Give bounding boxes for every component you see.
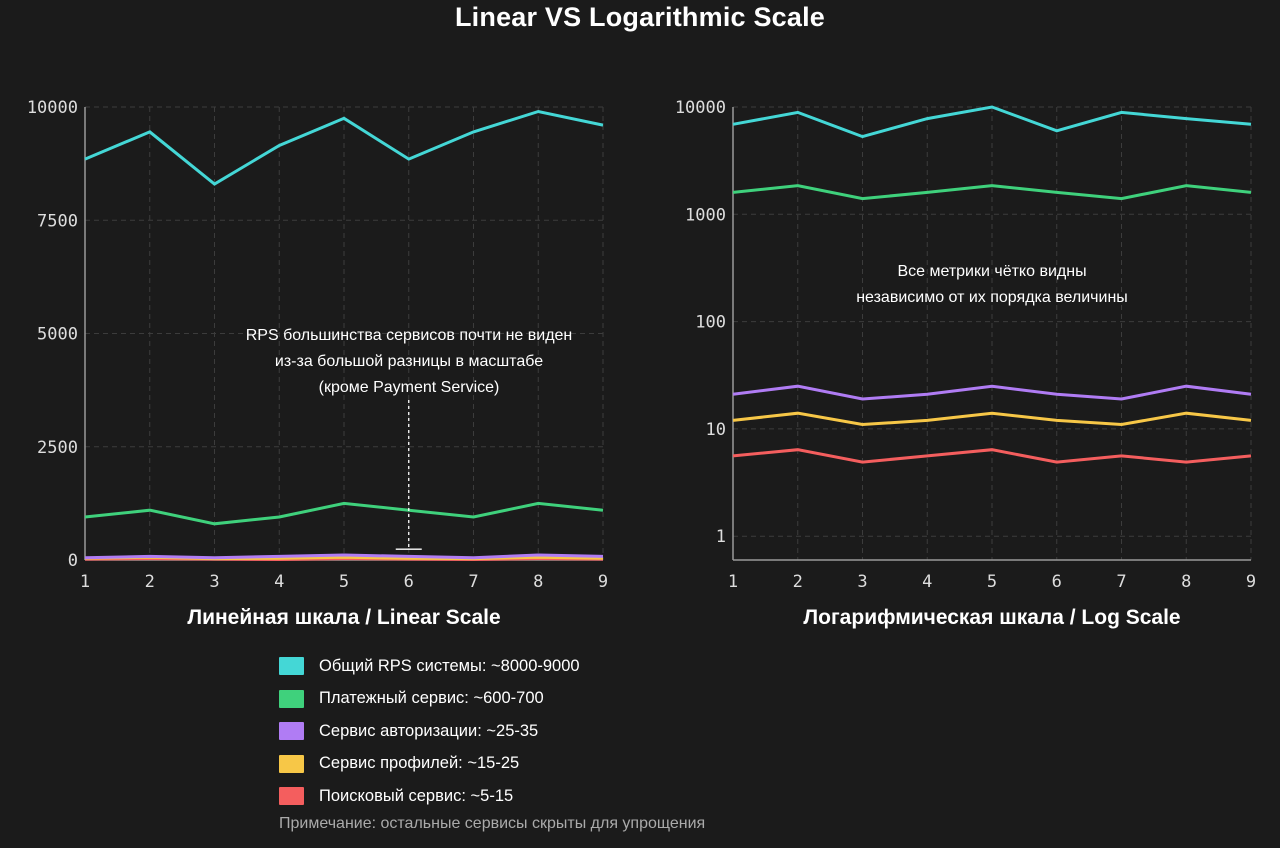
legend-item-auth: Сервис авторизации: ~25-35 bbox=[279, 715, 580, 748]
linear-xtick-label-5: 5 bbox=[339, 572, 349, 592]
legend-swatch-auth bbox=[279, 722, 304, 741]
log-xtick-label-4: 4 bbox=[922, 572, 932, 592]
log-xtick-label-2: 2 bbox=[793, 572, 803, 592]
linear-xtick-label-6: 6 bbox=[404, 572, 414, 592]
legend-swatch-total bbox=[279, 657, 304, 676]
log-series-search bbox=[732, 448, 1252, 464]
log-ytick-label-1000: 1000 bbox=[685, 205, 726, 225]
log-ytick-label-10000: 10000 bbox=[675, 98, 726, 118]
linear-chart: 0 2500 5000 7500 10000 1 2 3 4 5 6 7 8 9 Линейная шкал… bbox=[27, 98, 608, 629]
linear-ytick-label-5000: 5000 bbox=[37, 325, 78, 345]
linear-xtick-label-1: 1 bbox=[80, 572, 90, 592]
linear-ytick-label-2500: 2500 bbox=[37, 438, 78, 458]
linear-ytick-label-10000: 10000 bbox=[27, 98, 78, 118]
legend-swatch-search bbox=[279, 787, 304, 806]
linear-xtick-label-2: 2 bbox=[145, 572, 155, 592]
log-ytick-label-100: 100 bbox=[695, 313, 726, 333]
log-series-auth bbox=[732, 384, 1252, 401]
log-xtick-label-1: 1 bbox=[728, 572, 738, 592]
log-xtick-label-7: 7 bbox=[1116, 572, 1126, 592]
legend-swatch-profile bbox=[279, 754, 304, 773]
log-xtick-label-5: 5 bbox=[987, 572, 997, 592]
log-series-payment bbox=[732, 184, 1252, 201]
legend-label-total: Общий RPS системы: ~8000-9000 bbox=[319, 656, 580, 675]
legend-note: Примечание: остальные сервисы скрыты для… bbox=[279, 815, 706, 832]
legend-label-auth: Сервис авторизации: ~25-35 bbox=[319, 721, 539, 740]
linear-xtick-label-7: 7 bbox=[468, 572, 478, 592]
linear-series-total bbox=[84, 109, 604, 186]
log-ytick-label-10: 10 bbox=[706, 420, 726, 440]
legend-item-profile: Сервис профилей: ~15-25 bbox=[279, 748, 580, 781]
linear-xtick-label-4: 4 bbox=[274, 572, 284, 592]
log-series-total bbox=[732, 105, 1252, 139]
linear-annotation-line-2: из-за большой разницы в масштабе bbox=[275, 353, 543, 370]
legend-label-profile: Сервис профилей: ~15-25 bbox=[319, 754, 520, 773]
linear-xtick-label-3: 3 bbox=[209, 572, 219, 592]
log-xtick-label-9: 9 bbox=[1246, 572, 1256, 592]
log-ytick-label-1: 1 bbox=[716, 527, 726, 547]
linear-ytick-label-0: 0 bbox=[68, 551, 78, 571]
log-annotation-line-1: Все метрики чётко видны bbox=[897, 263, 1086, 280]
log-series-profile bbox=[732, 411, 1252, 427]
legend-item-total: Общий RPS системы: ~8000-9000 bbox=[279, 650, 580, 683]
linear-series-payment bbox=[84, 501, 604, 526]
linear-annotation-line-3: (кроме Payment Service) bbox=[319, 379, 500, 396]
log-chart: 1 10 100 1000 10000 1 2 3 4 5 6 7 8 9 Логарифмическая … bbox=[675, 98, 1256, 629]
main-title: Linear VS Logarithmic Scale bbox=[454, 2, 826, 32]
legend-label-payment: Платежный сервис: ~600-700 bbox=[319, 689, 544, 708]
linear-panel-title: Линейная шкала / Linear Scale bbox=[187, 606, 500, 629]
log-panel-title: Логарифмическая шкала / Log Scale bbox=[803, 606, 1180, 629]
legend-swatch-payment bbox=[279, 689, 304, 708]
log-xtick-label-8: 8 bbox=[1181, 572, 1191, 592]
legend-label-search: Поисковый сервис: ~5-15 bbox=[319, 786, 514, 805]
log-xtick-label-3: 3 bbox=[857, 572, 867, 592]
legend-item-payment: Платежный сервис: ~600-700 bbox=[279, 683, 580, 716]
legend: Общий RPS системы: ~8000-9000 Платежный … bbox=[279, 650, 580, 813]
linear-annotation-line-1: RPS большинства сервисов почти не виден bbox=[246, 327, 573, 344]
log-xtick-label-6: 6 bbox=[1052, 572, 1062, 592]
linear-xtick-label-9: 9 bbox=[598, 572, 608, 592]
log-annotation-line-2: независимо от их порядка величины bbox=[856, 289, 1128, 306]
legend-item-search: Поисковый сервис: ~5-15 bbox=[279, 780, 580, 813]
linear-series-auth bbox=[84, 553, 604, 560]
linear-ytick-label-7500: 7500 bbox=[37, 211, 78, 231]
linear-xtick-label-8: 8 bbox=[533, 572, 543, 592]
